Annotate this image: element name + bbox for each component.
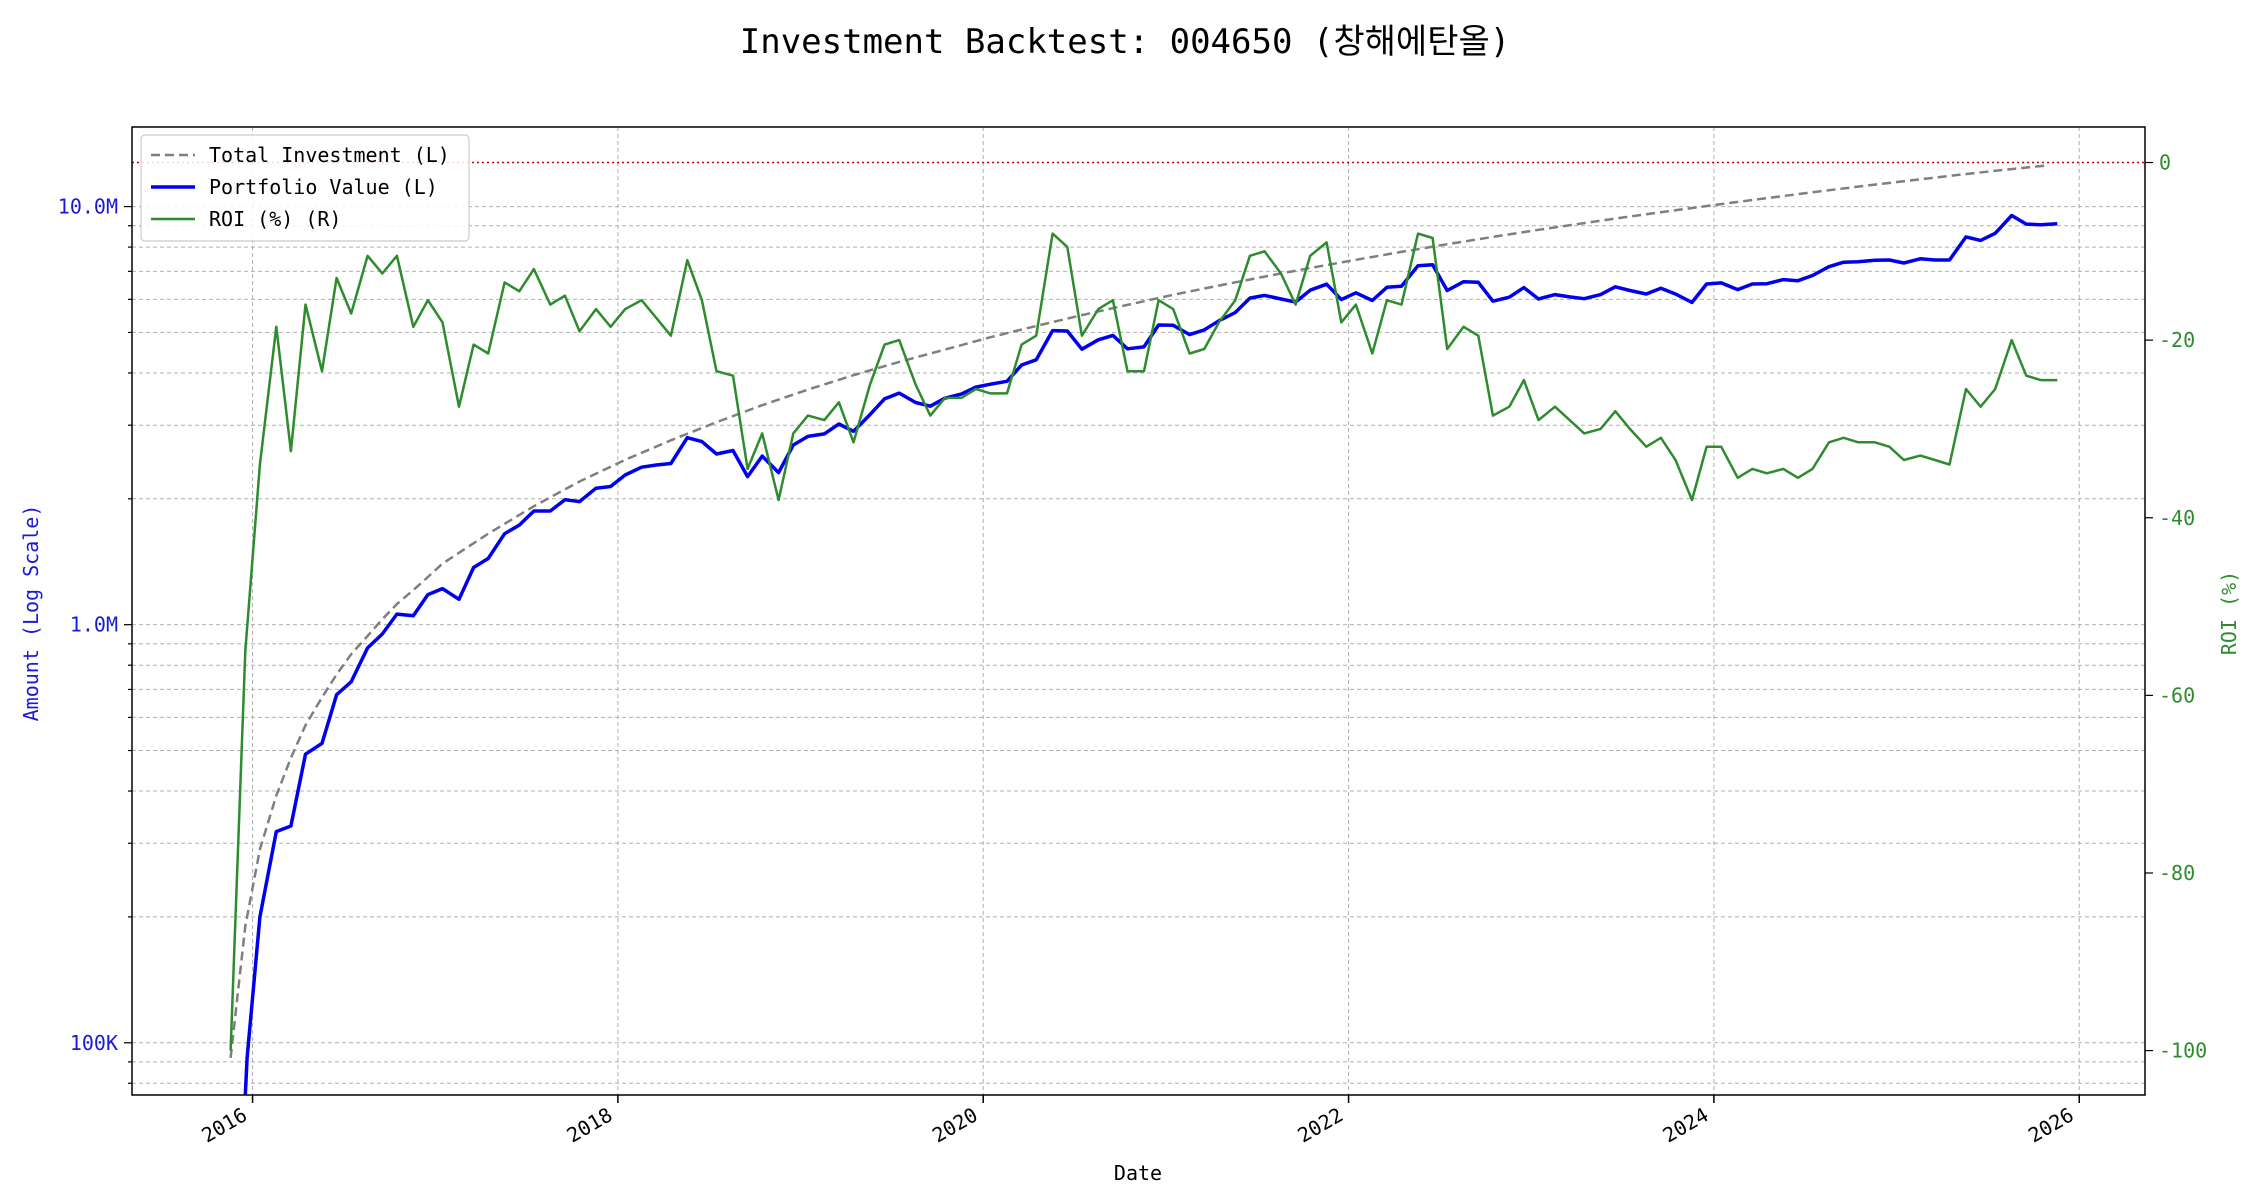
x-axis-label: Date [1114,1161,1162,1185]
chart-title: Investment Backtest: 004650 (창해에탄올) [739,22,1511,62]
legend-label: ROI (%) (R) [209,207,341,231]
y-right-tick-label: -80 [2159,861,2195,885]
legend-box [140,134,470,242]
y-left-tick-label: 100K [70,1031,118,1055]
y-right-axis-label: ROI (%) [2217,571,2241,655]
x-tick-label: 2026 [2024,1103,2078,1148]
y-right-tick-label: -20 [2159,328,2195,352]
grid-lines [132,127,2145,1095]
plot-frame [131,126,2146,1096]
y-left-tick-label: 1.0M [70,613,118,637]
x-tick-label: 2020 [928,1103,982,1148]
series-line-roi [229,232,2058,1051]
y-left-axis-label: Amount (Log Scale) [19,505,43,722]
x-tick-label: 2016 [197,1103,251,1148]
y-right-tick-label: -40 [2159,506,2195,530]
y-right-tick-label: 0 [2159,151,2171,175]
legend: Total Investment (L) Portfolio Value (L) R… [140,134,470,242]
x-tick-label: 2022 [1293,1103,1347,1148]
legend-label: Total Investment (L) [209,143,450,167]
y-left-tick-label: 10.0M [58,195,118,219]
x-tick-label: 2018 [563,1103,617,1148]
series-line-portfolio-value [243,213,2058,1095]
legend-label: Portfolio Value (L) [209,175,438,199]
y-right-tick-label: -100 [2159,1039,2207,1063]
x-tick-label: 2024 [1659,1103,1713,1148]
series-line-total-investment [229,164,2049,1059]
y-right-tick-label: -60 [2159,683,2195,707]
axes: 2016 2018 2020 2022 2024 2026 100K 1.0M 10.0M 0 -2… [58,151,2207,1148]
series-lines [229,164,2058,1095]
